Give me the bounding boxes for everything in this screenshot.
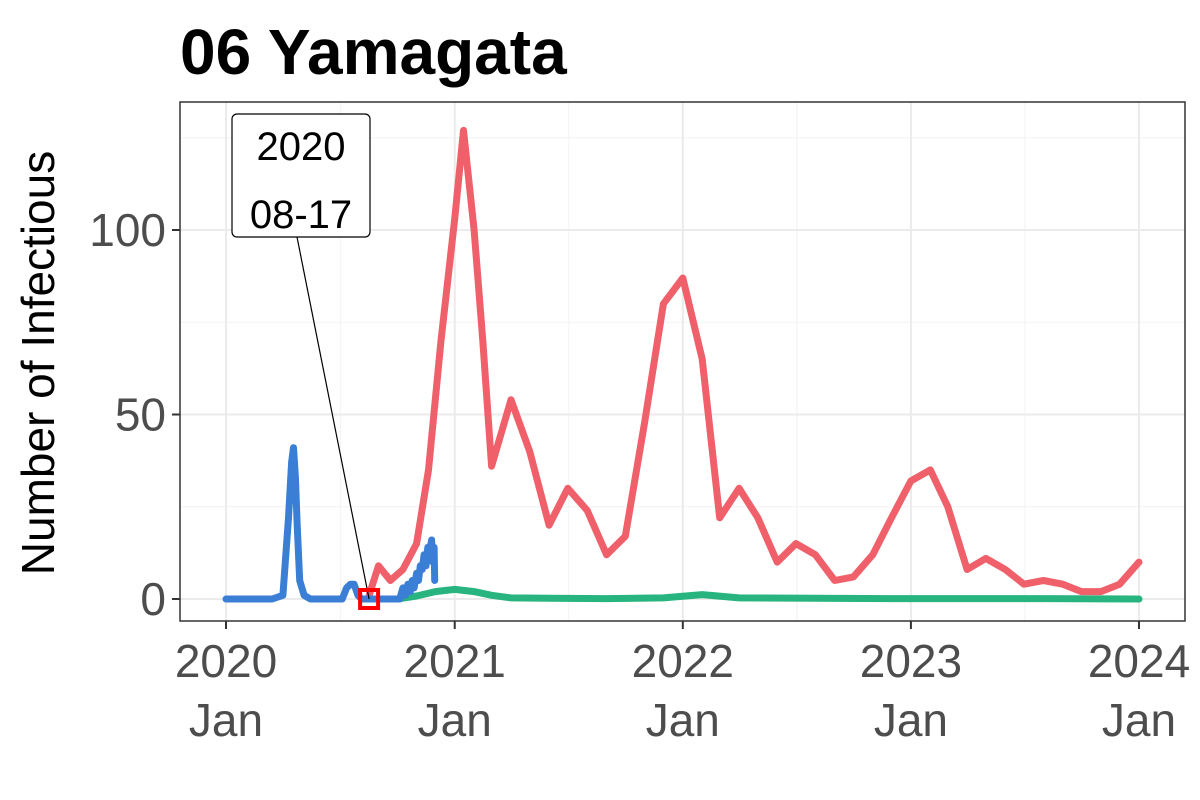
y-axis-label: Number of Infectious (12, 151, 64, 575)
x-tick-label-month: Jan (189, 694, 263, 746)
x-tick-label-month: Jan (874, 694, 948, 746)
annotation-leader (296, 236, 370, 600)
annotation-box (231, 113, 371, 238)
series-line-1 (222, 444, 439, 603)
x-tick-label-year: 2020 (175, 635, 277, 687)
x-tick-label-month: Jan (646, 694, 720, 746)
y-tick-label: 0 (140, 573, 166, 625)
series-line-2 (365, 126, 1143, 599)
series-line-3 (365, 585, 1143, 603)
annotation-date-day: 08-17 (250, 193, 352, 237)
x-tick-label-month: Jan (418, 694, 492, 746)
axis-ticks: 0 50 100 2020 Jan 2021 Jan 2022 Jan 2023 Jan 2024 Ja… (89, 204, 1190, 746)
x-tick-label-year: 2023 (860, 635, 962, 687)
y-tick-label: 100 (89, 204, 166, 256)
x-tick-label-month: Jan (1102, 694, 1176, 746)
annotation-marker (358, 588, 381, 610)
series-layer (222, 126, 1143, 603)
x-tick-label-year: 2021 (404, 635, 506, 687)
y-tick-label: 50 (115, 389, 166, 441)
chart-title: 06 Yamagata (180, 16, 567, 88)
annotation-date-year: 2020 (257, 125, 346, 169)
x-tick-label-year: 2024 (1088, 635, 1190, 687)
annotation: 2020 08-17 (231, 113, 381, 610)
x-tick-label-year: 2022 (632, 635, 734, 687)
